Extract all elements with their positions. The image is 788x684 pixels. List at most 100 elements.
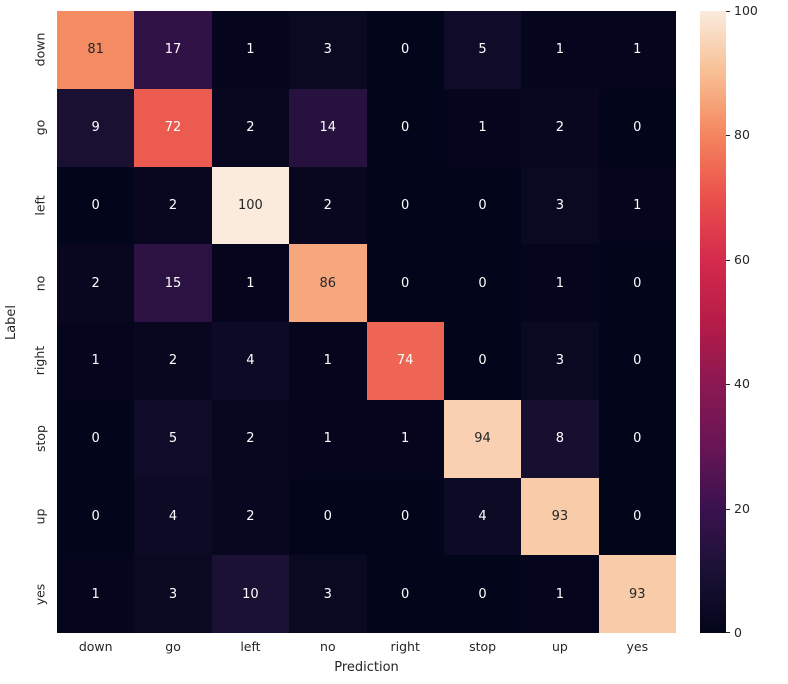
heatmap-cell-stop-left: 2	[211, 399, 290, 478]
heatmap-cell-no-up: 1	[521, 244, 599, 322]
colorbar-tick-mark-20	[726, 509, 730, 510]
y-tick-label: down	[32, 33, 48, 67]
colorbar-tick-label-100: 100	[734, 3, 758, 18]
heatmap-cell-up-stop: 4	[443, 477, 522, 556]
y-tick-right: right	[28, 322, 52, 400]
heatmap-cell-left-right: 0	[366, 166, 444, 245]
heatmap-cell-right-yes: 0	[598, 322, 676, 400]
heatmap-cell-no-stop: 0	[443, 244, 522, 322]
heatmap-grid: 81 17 1 3 0 5 1 1 9 72 2 14 0 1 2 0 0 2 100 2 0 0 3 1 2 15 1 86 0 0 1 0…	[57, 11, 676, 633]
y-tick-label: left	[32, 195, 48, 216]
y-axis-label: Label	[2, 11, 22, 633]
heatmap-cell-up-left: 2	[211, 477, 290, 556]
heatmap-cell-left-no: 2	[289, 166, 367, 245]
heatmap-cell-left-up: 3	[521, 166, 599, 245]
heatmap-cell-right-down: 1	[57, 322, 135, 400]
heatmap-cell-up-right: 0	[366, 477, 444, 556]
y-tick-no: no	[28, 244, 52, 322]
colorbar-tick-label-40: 40	[734, 376, 750, 391]
heatmap-cell-yes-down: 1	[57, 555, 135, 633]
heatmap-cell-down-stop: 5	[443, 11, 522, 89]
y-tick-label: no	[32, 275, 48, 291]
y-tick-label: right	[32, 346, 48, 376]
x-tick-yes: yes	[626, 639, 649, 654]
colorbar	[700, 11, 726, 633]
heatmap-cell-no-down: 2	[57, 244, 135, 322]
heatmap-cell-stop-stop: 94	[443, 399, 522, 478]
heatmap-cell-left-left: 100	[211, 166, 290, 245]
x-tick-left: left	[240, 639, 261, 654]
heatmap-cell-right-right: 74	[366, 322, 444, 400]
heatmap-cell-stop-right: 1	[366, 399, 444, 478]
heatmap-cell-go-go: 72	[134, 88, 212, 167]
y-tick-left: left	[28, 167, 52, 245]
y-axis-ticks: down go left no right stop up yes	[28, 11, 52, 633]
heatmap-cell-yes-yes: 93	[598, 555, 676, 633]
colorbar-tick-mark-80	[726, 135, 730, 136]
heatmap-cell-left-go: 2	[134, 166, 212, 245]
heatmap-cell-go-no: 14	[289, 88, 367, 167]
x-tick-right: right	[390, 639, 420, 654]
heatmap-cell-stop-yes: 0	[598, 399, 676, 478]
heatmap-cell-stop-go: 5	[134, 399, 212, 478]
x-tick-down: down	[78, 639, 113, 654]
heatmap-cell-right-stop: 0	[443, 322, 522, 400]
y-tick-down: down	[28, 11, 52, 89]
heatmap-cell-down-down: 81	[57, 11, 135, 89]
colorbar-tick-label-60: 60	[734, 252, 750, 267]
heatmap-cell-yes-up: 1	[521, 555, 599, 633]
y-tick-stop: stop	[28, 400, 52, 478]
colorbar-tick-label-20: 20	[734, 501, 750, 516]
heatmap-cell-yes-no: 3	[289, 555, 367, 633]
heatmap-cell-go-up: 2	[521, 88, 599, 167]
heatmap-cell-yes-right: 0	[366, 555, 444, 633]
heatmap-cell-yes-go: 3	[134, 555, 212, 633]
heatmap-cell-right-up: 3	[521, 322, 599, 400]
heatmap-cell-go-yes: 0	[598, 88, 676, 167]
heatmap-cell-stop-down: 0	[57, 399, 135, 478]
heatmap-cell-left-yes: 1	[598, 166, 676, 245]
y-tick-yes: yes	[28, 555, 52, 633]
heatmap-cell-down-no: 3	[289, 11, 367, 89]
heatmap-cell-up-up: 93	[521, 477, 599, 556]
x-tick-no: no	[320, 639, 336, 654]
heatmap-cell-no-left: 1	[211, 244, 290, 322]
heatmap-cell-left-stop: 0	[443, 166, 522, 245]
heatmap-cell-no-no: 86	[289, 244, 367, 322]
y-tick-up: up	[28, 478, 52, 556]
heatmap-cell-no-right: 0	[366, 244, 444, 322]
y-tick-go: go	[28, 89, 52, 167]
colorbar-tick-mark-0	[726, 632, 730, 633]
heatmap-cell-up-yes: 0	[598, 477, 676, 556]
colorbar-tick-labels: 0 20 40 60 80 100	[734, 4, 774, 640]
heatmap-cell-stop-up: 8	[521, 399, 599, 478]
heatmap-cell-go-stop: 1	[443, 88, 522, 167]
y-axis-label-text: Label	[4, 304, 20, 340]
heatmap-cell-down-go: 17	[134, 11, 212, 89]
x-tick-stop: stop	[469, 639, 497, 654]
y-tick-label: up	[32, 508, 48, 525]
heatmap-cell-right-go: 2	[134, 322, 212, 400]
x-tick-go: go	[165, 639, 181, 654]
heatmap-cell-no-yes: 0	[598, 244, 676, 322]
heatmap-cell-down-up: 1	[521, 11, 599, 89]
colorbar-tick-label-80: 80	[734, 127, 750, 142]
heatmap-cell-no-go: 15	[134, 244, 212, 322]
heatmap-cell-yes-stop: 0	[443, 555, 522, 633]
heatmap-cell-yes-left: 10	[211, 555, 290, 633]
heatmap-cell-up-go: 4	[134, 477, 212, 556]
heatmap-cell-stop-no: 1	[289, 399, 367, 478]
y-tick-label: stop	[32, 425, 48, 453]
colorbar-tick-label-0: 0	[734, 625, 742, 640]
heatmap-cell-down-yes: 1	[598, 11, 676, 89]
heatmap-cell-left-down: 0	[57, 166, 135, 245]
colorbar-tick-marks	[726, 11, 730, 633]
heatmap-cell-up-down: 0	[57, 477, 135, 556]
y-tick-label: go	[32, 119, 48, 136]
heatmap-cell-right-left: 4	[211, 322, 290, 400]
colorbar-tick-mark-40	[726, 384, 730, 385]
heatmap-cell-go-right: 0	[366, 88, 444, 167]
y-tick-label: yes	[32, 583, 48, 605]
heatmap-cell-down-right: 0	[366, 11, 444, 89]
